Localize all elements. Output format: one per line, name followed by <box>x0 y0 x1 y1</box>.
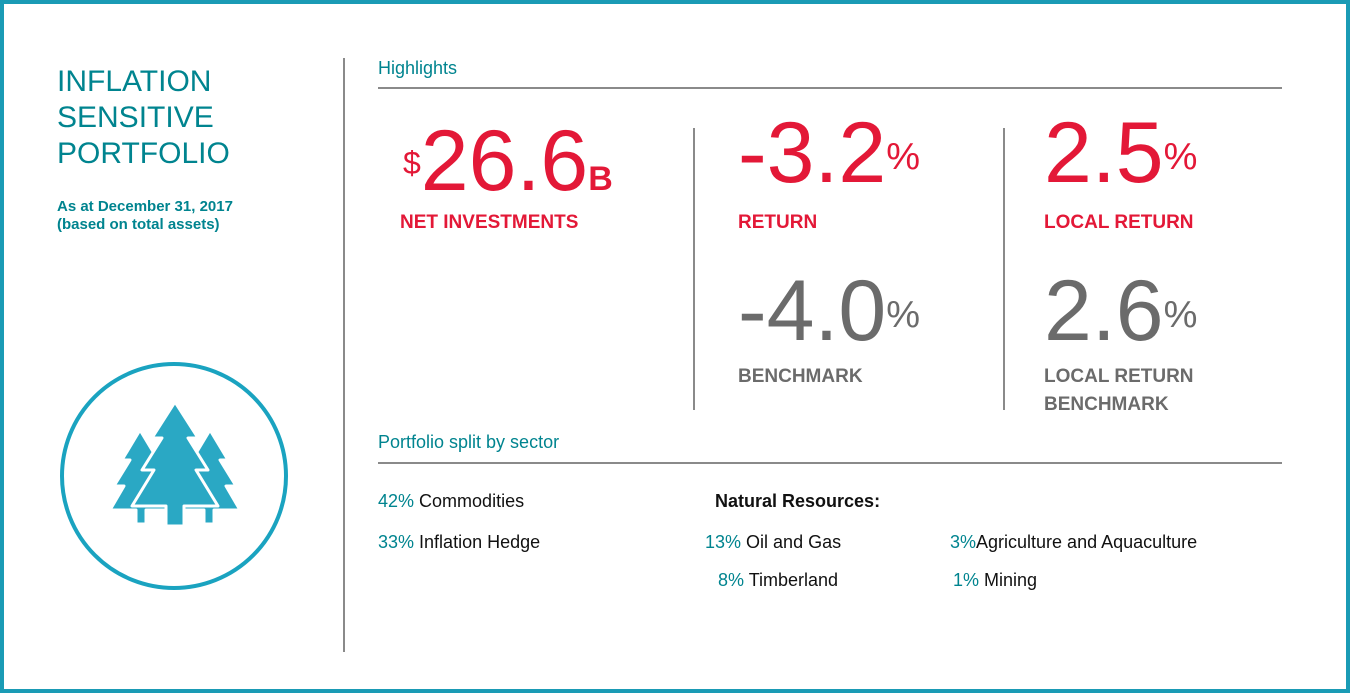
stat-value: $26.6B <box>403 118 613 222</box>
stat-label: LOCAL RETURN <box>1044 212 1194 233</box>
subtitle-line: (based on total assets) <box>57 216 220 233</box>
sector-percent: 13% <box>705 532 742 552</box>
rule <box>378 462 1282 464</box>
stat-value: 2.5% <box>1044 110 1197 196</box>
section-heading: Portfolio split by sector <box>378 432 560 452</box>
tree-icon <box>60 362 288 590</box>
sector-name: Agriculture and Aquaculture <box>976 532 1198 552</box>
sector-item: 3%Agriculture and Aquaculture <box>950 532 1197 553</box>
sector-percent: 33% <box>378 532 415 552</box>
stat-label: LOCAL RETURN <box>1044 366 1194 387</box>
stat-value: 2.6% <box>1044 268 1197 354</box>
sector-name: Timberland <box>748 570 839 590</box>
stat-label: BENCHMARK <box>1044 394 1169 415</box>
section-heading: Highlights <box>378 58 458 78</box>
stat-number: 2.6 <box>1044 263 1164 359</box>
sector-name: Mining <box>984 570 1038 590</box>
title-line: SENSITIVE <box>57 101 214 134</box>
divider <box>1003 128 1005 410</box>
stat-suffix: % <box>1163 136 1198 178</box>
rule <box>378 87 1282 89</box>
title-line: INFLATION <box>57 65 212 98</box>
stat-number: 2.5 <box>1044 105 1164 201</box>
stat-suffix: B <box>588 160 613 198</box>
sector-item: 13% Oil and Gas <box>705 532 841 553</box>
stat-number: -4.0 <box>738 263 887 359</box>
divider <box>343 58 345 652</box>
sector-percent: 8% <box>718 570 745 590</box>
stat-suffix: % <box>1163 294 1198 336</box>
stat-label: NET INVESTMENTS <box>400 212 579 233</box>
stat-label: BENCHMARK <box>738 366 863 387</box>
stat-value: -4.0% <box>738 268 920 354</box>
sector-percent: 42% <box>378 491 415 511</box>
stat-suffix: % <box>886 136 920 178</box>
sector-percent: 1% <box>953 570 980 590</box>
stat-suffix: % <box>886 294 920 336</box>
sector-percent: 3% <box>950 532 977 552</box>
title-line: PORTFOLIO <box>57 137 230 170</box>
sector-item: 33% Inflation Hedge <box>378 532 540 553</box>
group-heading: Natural Resources: <box>715 491 881 511</box>
stat-label: RETURN <box>738 212 818 233</box>
sector-name: Inflation Hedge <box>419 532 541 552</box>
stat-number: 26.6 <box>420 113 589 209</box>
sector-name: Commodities <box>419 491 525 511</box>
sector-item: 1% Mining <box>953 570 1037 591</box>
stat-value: -3.2% <box>738 110 920 196</box>
sector-name: Oil and Gas <box>746 532 842 552</box>
stat-prefix: $ <box>403 145 421 181</box>
sector-item: 8% Timberland <box>718 570 838 591</box>
divider <box>693 128 695 410</box>
sector-item: 42% Commodities <box>378 491 524 512</box>
stat-number: -3.2 <box>738 105 887 201</box>
subtitle-line: As at December 31, 2017 <box>57 198 233 215</box>
